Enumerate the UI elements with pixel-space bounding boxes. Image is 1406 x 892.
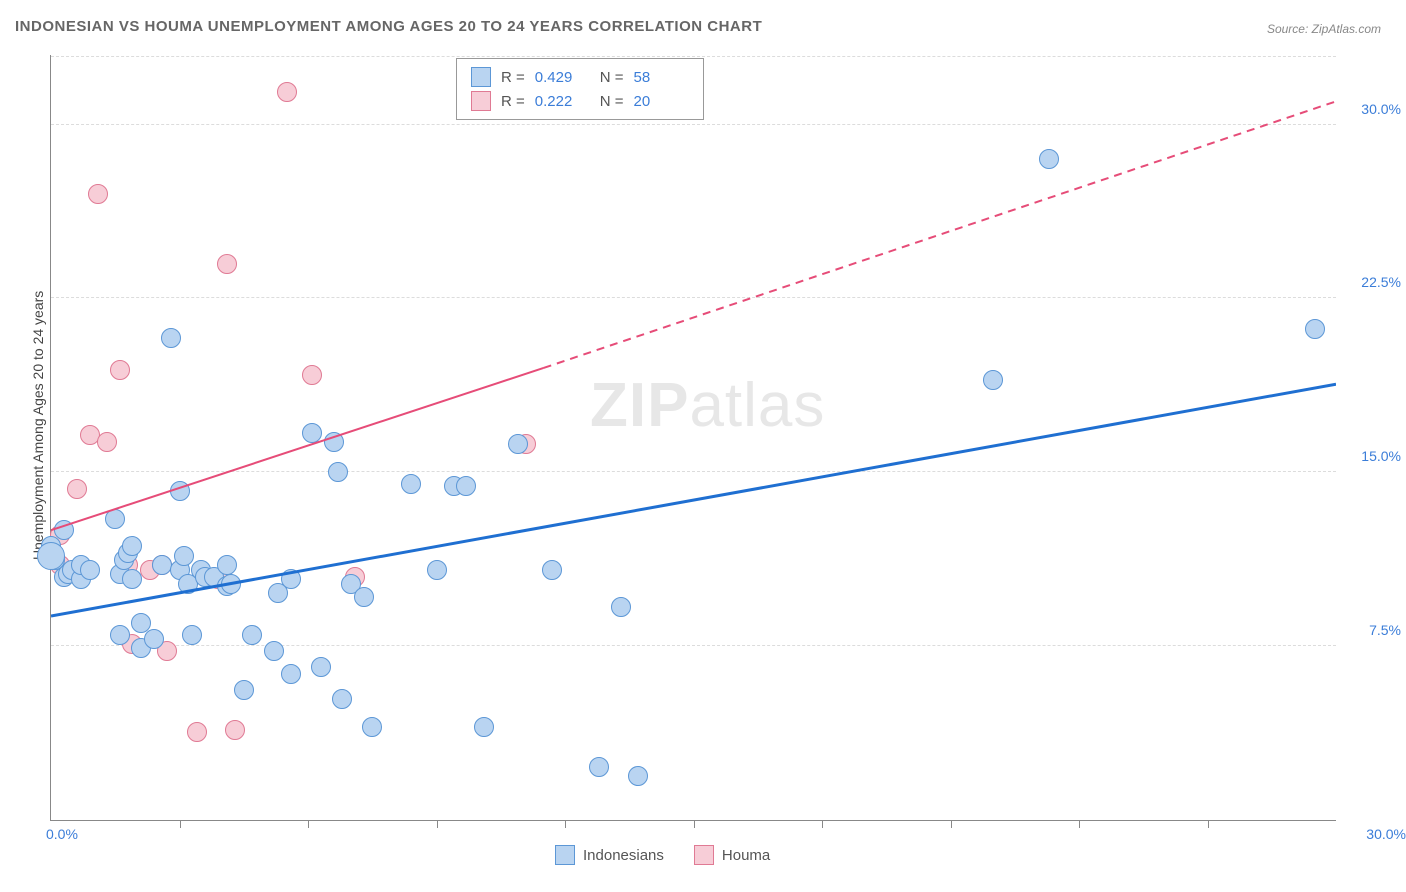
scatter-point-houma bbox=[97, 432, 117, 452]
grid-line bbox=[51, 297, 1336, 298]
legend-top: R = 0.429 N = 58 R = 0.222 N = 20 bbox=[456, 58, 704, 120]
scatter-point-indonesians bbox=[54, 520, 74, 540]
x-tick bbox=[180, 820, 181, 828]
legend-swatch bbox=[471, 67, 491, 87]
scatter-point-indonesians bbox=[174, 546, 194, 566]
legend-bottom-item: Indonesians bbox=[555, 845, 664, 865]
legend-n-value: 58 bbox=[634, 69, 689, 86]
scatter-point-houma bbox=[187, 722, 207, 742]
scatter-point-indonesians bbox=[161, 328, 181, 348]
trend-lines bbox=[51, 55, 1336, 820]
legend-bottom-label: Houma bbox=[722, 847, 770, 864]
scatter-point-indonesians bbox=[264, 641, 284, 661]
scatter-point-indonesians bbox=[354, 587, 374, 607]
scatter-point-indonesians bbox=[628, 766, 648, 786]
x-axis-min-label: 0.0% bbox=[46, 826, 78, 842]
scatter-point-houma bbox=[302, 365, 322, 385]
scatter-point-indonesians bbox=[122, 569, 142, 589]
scatter-point-indonesians bbox=[983, 370, 1003, 390]
scatter-point-indonesians bbox=[242, 625, 262, 645]
legend-top-row: R = 0.429 N = 58 bbox=[471, 65, 689, 89]
legend-n-label: N = bbox=[600, 69, 624, 86]
x-axis-max-label: 30.0% bbox=[1366, 826, 1406, 842]
legend-r-value: 0.429 bbox=[535, 69, 590, 86]
y-tick-label: 22.5% bbox=[1361, 274, 1401, 290]
scatter-point-indonesians bbox=[217, 555, 237, 575]
scatter-point-indonesians bbox=[80, 560, 100, 580]
scatter-point-indonesians bbox=[182, 625, 202, 645]
chart-title: INDONESIAN VS HOUMA UNEMPLOYMENT AMONG A… bbox=[15, 18, 762, 35]
scatter-point-indonesians bbox=[401, 474, 421, 494]
scatter-point-indonesians bbox=[311, 657, 331, 677]
legend-r-value: 0.222 bbox=[535, 93, 590, 110]
scatter-point-houma bbox=[88, 184, 108, 204]
scatter-point-indonesians bbox=[281, 664, 301, 684]
x-tick bbox=[1208, 820, 1209, 828]
legend-r-label: R = bbox=[501, 93, 525, 110]
scatter-point-houma bbox=[110, 360, 130, 380]
scatter-point-indonesians bbox=[37, 542, 65, 570]
scatter-point-houma bbox=[67, 479, 87, 499]
legend-n-label: N = bbox=[600, 93, 624, 110]
scatter-point-indonesians bbox=[589, 757, 609, 777]
legend-swatch bbox=[471, 91, 491, 111]
x-tick bbox=[1079, 820, 1080, 828]
scatter-point-indonesians bbox=[324, 432, 344, 452]
x-tick bbox=[308, 820, 309, 828]
scatter-point-indonesians bbox=[328, 462, 348, 482]
scatter-point-indonesians bbox=[144, 629, 164, 649]
y-tick-label: 7.5% bbox=[1369, 622, 1401, 638]
scatter-point-indonesians bbox=[427, 560, 447, 580]
x-tick bbox=[565, 820, 566, 828]
scatter-point-indonesians bbox=[221, 574, 241, 594]
x-tick bbox=[951, 820, 952, 828]
scatter-point-indonesians bbox=[302, 423, 322, 443]
scatter-point-indonesians bbox=[1305, 319, 1325, 339]
scatter-point-indonesians bbox=[110, 625, 130, 645]
scatter-point-indonesians bbox=[281, 569, 301, 589]
scatter-point-indonesians bbox=[234, 680, 254, 700]
source-label: Source: ZipAtlas.com bbox=[1267, 22, 1381, 36]
scatter-point-indonesians bbox=[122, 536, 142, 556]
y-tick-label: 30.0% bbox=[1361, 101, 1401, 117]
scatter-chart: 7.5%15.0%22.5%30.0%0.0%30.0% bbox=[50, 55, 1336, 821]
x-tick bbox=[822, 820, 823, 828]
scatter-point-indonesians bbox=[456, 476, 476, 496]
y-tick-label: 15.0% bbox=[1361, 448, 1401, 464]
scatter-point-indonesians bbox=[542, 560, 562, 580]
scatter-point-indonesians bbox=[332, 689, 352, 709]
legend-bottom: Indonesians Houma bbox=[555, 845, 770, 865]
grid-line bbox=[51, 56, 1336, 57]
grid-line bbox=[51, 471, 1336, 472]
x-tick bbox=[437, 820, 438, 828]
scatter-point-indonesians bbox=[611, 597, 631, 617]
legend-n-value: 20 bbox=[634, 93, 689, 110]
scatter-point-indonesians bbox=[474, 717, 494, 737]
legend-r-label: R = bbox=[501, 69, 525, 86]
scatter-point-houma bbox=[217, 254, 237, 274]
scatter-point-houma bbox=[277, 82, 297, 102]
grid-line bbox=[51, 124, 1336, 125]
scatter-point-indonesians bbox=[170, 481, 190, 501]
legend-bottom-label: Indonesians bbox=[583, 847, 664, 864]
scatter-point-indonesians bbox=[1039, 149, 1059, 169]
scatter-point-indonesians bbox=[508, 434, 528, 454]
y-axis-title: Unemployment Among Ages 20 to 24 years bbox=[30, 291, 46, 560]
legend-top-row: R = 0.222 N = 20 bbox=[471, 89, 689, 113]
legend-swatch bbox=[555, 845, 575, 865]
legend-bottom-item: Houma bbox=[694, 845, 770, 865]
legend-swatch bbox=[694, 845, 714, 865]
grid-line bbox=[51, 645, 1336, 646]
x-tick bbox=[694, 820, 695, 828]
scatter-point-houma bbox=[225, 720, 245, 740]
scatter-point-indonesians bbox=[362, 717, 382, 737]
scatter-point-indonesians bbox=[105, 509, 125, 529]
